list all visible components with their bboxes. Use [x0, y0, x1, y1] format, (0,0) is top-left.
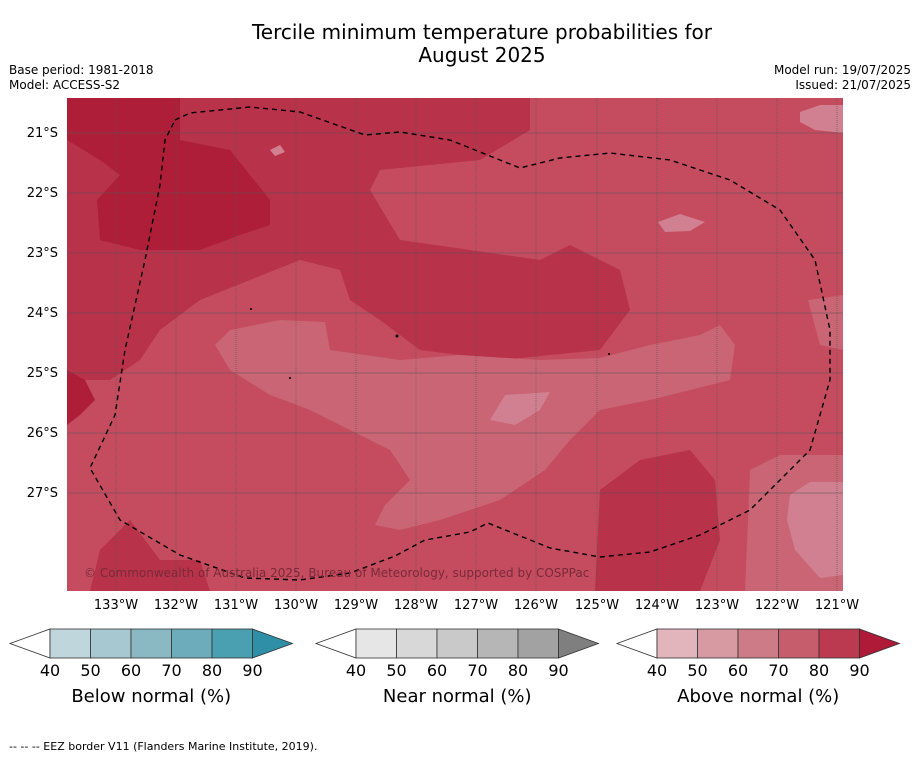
eez-legend-note: -- -- -- EEZ border V11 (Flanders Marine…	[9, 740, 318, 753]
contour-80-southeast	[595, 450, 720, 591]
colorbar-tick-label: 40	[345, 661, 367, 680]
colorbar-0	[8, 628, 294, 659]
island-marker	[608, 353, 610, 355]
colorbar-segment	[396, 628, 438, 659]
lon-label: 123°W	[694, 598, 740, 613]
island-marker	[250, 308, 252, 310]
contour-60-east	[787, 482, 843, 578]
colorbar-tick-label: 80	[507, 661, 529, 680]
colorbar-segment	[656, 628, 698, 659]
lon-label: 132°W	[153, 598, 199, 613]
colorbar-tick-label: 90	[548, 661, 569, 680]
contour-70-northeast	[808, 295, 843, 350]
contour-80-south	[90, 520, 210, 591]
colorbar-segment	[737, 628, 779, 659]
colorbar-tick-label: 50	[386, 661, 407, 680]
model-run: Model run: 19/07/2025	[773, 63, 911, 77]
colorbar-tick-label: 50	[80, 661, 101, 680]
colorbar-under-triangle	[615, 628, 658, 659]
colorbar-tick-label: 80	[808, 661, 830, 680]
lat-label: 22°S	[26, 186, 58, 201]
colorbar-segment	[90, 628, 132, 659]
model-name: Model: ACCESS-S2	[9, 78, 121, 92]
colorbar-over-triangle	[859, 628, 901, 659]
colorbar-over-triangle	[558, 628, 600, 659]
lon-label: 127°W	[453, 598, 499, 613]
colorbar-tick-label: 60	[727, 661, 749, 680]
colorbar-segment	[211, 628, 253, 659]
lat-label: 24°S	[26, 306, 58, 321]
lon-label: 126°W	[513, 598, 559, 613]
probability-map	[67, 98, 843, 591]
lon-label: 125°W	[574, 598, 620, 613]
colorbar-label: Below normal (%)	[71, 686, 232, 707]
lon-label: 131°W	[213, 598, 259, 613]
contour-60-small	[270, 145, 285, 156]
lon-label: 129°W	[333, 598, 379, 613]
colorbar-tick-label: 90	[849, 661, 870, 680]
lat-label: 27°S	[26, 486, 58, 501]
colorbar-label: Above normal (%)	[677, 686, 840, 707]
eez-border	[89, 106, 831, 581]
island-marker	[395, 334, 399, 338]
contour-60-center	[490, 392, 550, 425]
map-title-line2: August 2025	[418, 43, 546, 67]
lat-label: 23°S	[26, 246, 58, 261]
contour-90-west	[67, 370, 95, 425]
lon-label: 133°W	[93, 598, 139, 613]
colorbar-segment	[778, 628, 820, 659]
colorbar-segment	[477, 628, 519, 659]
colorbar-under-triangle	[8, 628, 51, 659]
colorbar-tick-label: 50	[687, 661, 708, 680]
contour-60-patch	[658, 214, 705, 232]
contour-90-northwest	[67, 98, 270, 250]
colorbar-segment	[130, 628, 172, 659]
lat-label: 25°S	[26, 366, 58, 381]
lon-label: 124°W	[634, 598, 680, 613]
island-marker	[289, 377, 291, 379]
lat-label: 26°S	[26, 426, 58, 441]
colorbar-tick-label: 40	[39, 661, 61, 680]
base-period: Base period: 1981-2018	[9, 63, 154, 77]
colorbar-segment	[49, 628, 91, 659]
lon-label: 122°W	[754, 598, 800, 613]
colorbar-segment	[355, 628, 397, 659]
copyright-notice: © Commonwealth of Australia 2025, Bureau…	[84, 566, 589, 580]
colorbar-segment	[517, 628, 559, 659]
colorbar-segment	[171, 628, 213, 659]
lon-label: 130°W	[273, 598, 319, 613]
colorbar-under-triangle	[314, 628, 357, 659]
colorbar-tick-label: 40	[646, 661, 668, 680]
colorbar-tick-label: 90	[242, 661, 263, 680]
colorbar-tick-label: 70	[467, 661, 488, 680]
colorbar-segment	[818, 628, 860, 659]
colorbar-segment	[697, 628, 739, 659]
colorbar-label: Near normal (%)	[382, 686, 532, 707]
colorbar-tick-label: 70	[161, 661, 182, 680]
colorbar-over-triangle	[252, 628, 294, 659]
colorbar-segment	[436, 628, 478, 659]
issued-date: Issued: 21/07/2025	[795, 78, 911, 92]
lat-label: 21°S	[26, 126, 58, 141]
contour-70-central	[215, 320, 735, 530]
map-title-line1: Tercile minimum temperature probabilitie…	[251, 20, 713, 44]
colorbar-tick-label: 60	[426, 661, 448, 680]
colorbar-tick-label: 80	[201, 661, 223, 680]
colorbar-2	[615, 628, 901, 659]
colorbars	[8, 628, 901, 659]
gridlines	[67, 98, 843, 591]
colorbar-tick-label: 70	[768, 661, 789, 680]
colorbar-1	[314, 628, 600, 659]
lon-label: 121°W	[814, 598, 860, 613]
contour-60-northeast	[800, 105, 843, 133]
colorbar-tick-label: 60	[120, 661, 142, 680]
lon-label: 128°W	[393, 598, 439, 613]
